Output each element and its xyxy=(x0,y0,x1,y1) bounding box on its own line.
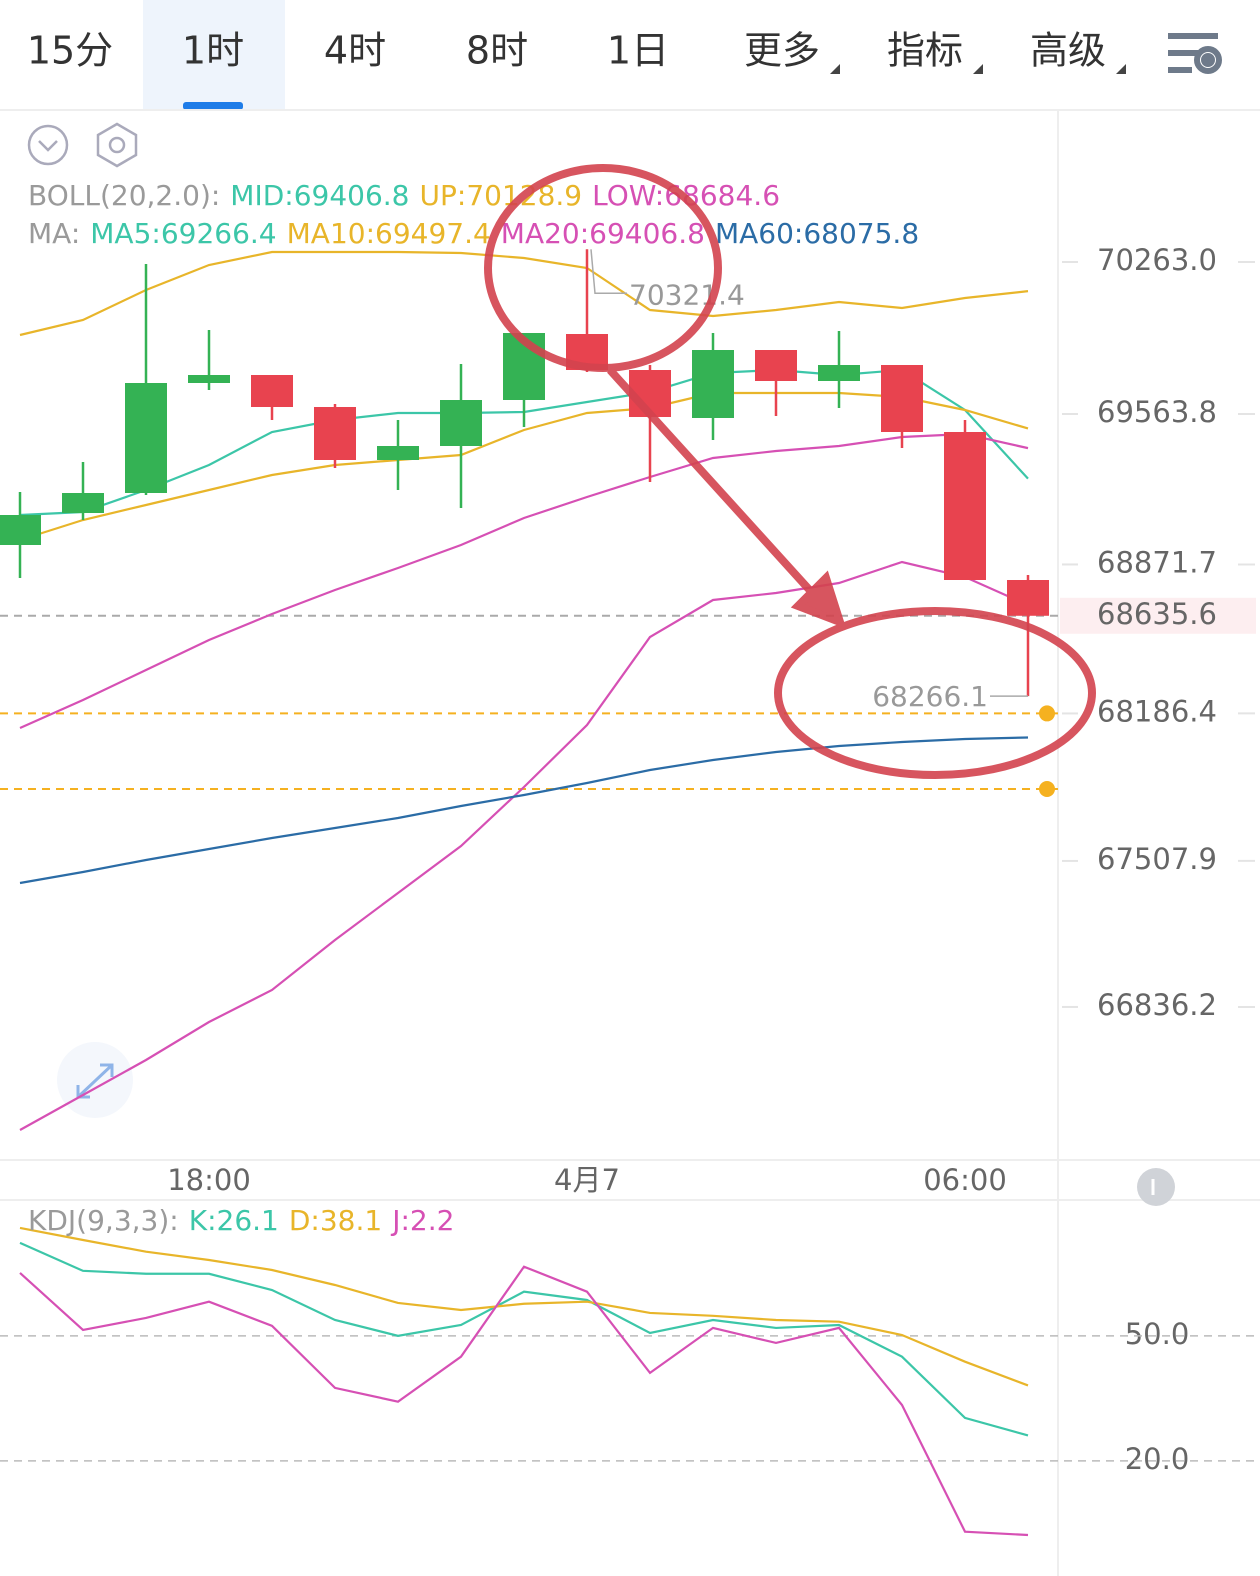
last-price-label: 68635.6 xyxy=(1097,597,1217,631)
legend-row: MA: MA5:69266.4 MA10:69497.4 MA20:69406.8 MA… xyxy=(28,217,919,250)
legend-entry: K:26.1 xyxy=(189,1204,279,1237)
candle-body xyxy=(377,446,419,460)
legend-entry: UP:70128.9 xyxy=(420,179,583,212)
reset-icon[interactable] xyxy=(1137,1168,1175,1206)
last-price-tag xyxy=(1060,597,1256,634)
y-tick-label: 66836.2 xyxy=(1097,988,1217,1022)
tab[interactable]: 指标 xyxy=(887,29,963,73)
candle-body xyxy=(692,350,734,418)
series-line xyxy=(19,1265,1029,1537)
hand-drawn-annotation xyxy=(484,164,1096,779)
y-tick-label: 20.0 xyxy=(1125,1442,1190,1476)
series-line xyxy=(19,1226,1029,1387)
dropdown-caret xyxy=(973,64,983,74)
timeframe-tabs: 15分 1时 4时 8时 1日 更多 指标 高级 xyxy=(27,0,1126,110)
tab[interactable]: 1时 xyxy=(182,29,244,73)
legend-entry: MA: xyxy=(28,217,80,250)
min-label: 68266.1 xyxy=(872,680,988,713)
settings-icon[interactable] xyxy=(1168,33,1222,74)
hexagon-settings-icon[interactable] xyxy=(96,122,138,168)
candle-body xyxy=(818,365,860,381)
collapse-icon[interactable] xyxy=(27,124,69,166)
candle-body xyxy=(251,375,293,407)
legend-row: BOLL(20,2.0): MID:69406.8 UP:70128.9 LOW:68… xyxy=(28,179,780,212)
candle-body xyxy=(125,383,167,493)
indicator-line xyxy=(19,391,1029,542)
max-connector xyxy=(590,249,627,295)
x-tick-label: 4月7 xyxy=(554,1163,620,1197)
tab[interactable]: 8时 xyxy=(466,29,528,73)
y-tick-label: 50.0 xyxy=(1125,1317,1190,1351)
legend-entry: MA5:69266.4 xyxy=(90,217,276,250)
x-tick-label: 18:00 xyxy=(167,1163,251,1197)
indicator-line xyxy=(19,250,1029,337)
y-tick-label: 70263.0 xyxy=(1097,243,1217,277)
y-tick-label: 69563.8 xyxy=(1097,395,1217,429)
legend-entry: MA20:69406.8 xyxy=(501,217,705,250)
tab[interactable]: 更多 xyxy=(744,29,820,73)
alert-dot xyxy=(1039,781,1055,797)
dropdown-caret xyxy=(1116,64,1126,74)
alert-dot xyxy=(1039,705,1055,722)
legend-entry: D:38.1 xyxy=(289,1204,382,1237)
legend-entry: J:2.2 xyxy=(390,1204,454,1237)
tab-highlight xyxy=(143,0,285,110)
legend-entry: BOLL(20,2.0): xyxy=(28,179,220,212)
y-tick-label: 68871.7 xyxy=(1097,545,1217,579)
legend-entry: MID:69406.8 xyxy=(230,179,409,212)
tab[interactable]: 1日 xyxy=(607,29,669,73)
indicator-line xyxy=(19,432,1029,730)
candle-body xyxy=(0,515,41,545)
legend-entry: KDJ(9,3,3): xyxy=(28,1204,179,1237)
x-tick-label: 06:00 xyxy=(923,1163,1007,1197)
tab[interactable]: 15分 xyxy=(27,29,113,73)
dropdown-caret xyxy=(830,64,840,74)
tab-indicator xyxy=(183,102,243,110)
candle-body xyxy=(1007,580,1049,616)
candle-body xyxy=(944,432,986,580)
expand-icon[interactable] xyxy=(57,1042,133,1118)
tab[interactable]: 高级 xyxy=(1030,29,1106,73)
series-line xyxy=(19,1241,1029,1437)
indicator-line xyxy=(19,560,1029,1131)
candle-body xyxy=(440,400,482,446)
legend-entry: MA60:68075.8 xyxy=(715,217,919,250)
candle-body xyxy=(188,375,230,383)
candle-body xyxy=(755,350,797,381)
legend-entry: MA10:69497.4 xyxy=(287,217,491,250)
candle-body xyxy=(314,407,356,460)
max-label: 70321.4 xyxy=(629,278,745,311)
candle-body xyxy=(62,493,104,513)
legend-row: KDJ(9,3,3): K:26.1 D:38.1 J:2.2 xyxy=(28,1204,454,1237)
tab[interactable]: 4时 xyxy=(324,29,386,73)
indicator-line xyxy=(19,736,1029,885)
y-tick-label: 68186.4 xyxy=(1097,694,1217,728)
y-tick-label: 67507.9 xyxy=(1097,842,1217,876)
candle-body xyxy=(881,365,923,432)
